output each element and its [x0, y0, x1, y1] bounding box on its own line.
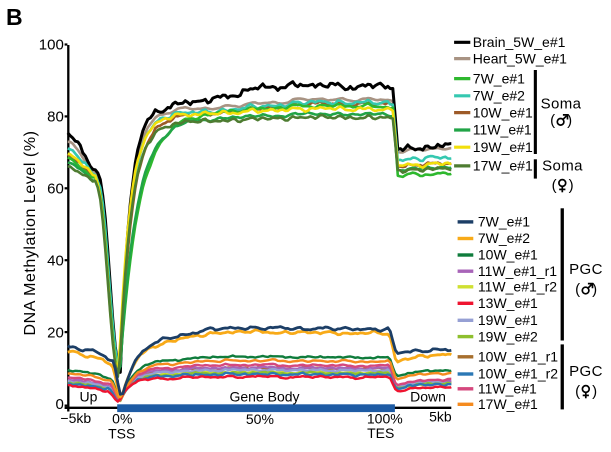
- svg-text:17W_e#1: 17W_e#1: [473, 158, 533, 174]
- svg-text:60: 60: [47, 181, 64, 198]
- svg-text:50%: 50%: [246, 411, 274, 427]
- svg-text:100: 100: [39, 37, 64, 54]
- svg-text:Brain_5W_e#1: Brain_5W_e#1: [473, 34, 566, 50]
- svg-text:11W_e#1_r1: 11W_e#1_r1: [478, 263, 557, 279]
- svg-text:17W_e#1: 17W_e#1: [478, 396, 538, 412]
- svg-text:): ): [567, 112, 572, 129]
- svg-text:): ): [569, 177, 574, 194]
- svg-text:(: (: [575, 383, 580, 400]
- svg-text:11W_e#1: 11W_e#1: [478, 381, 537, 397]
- svg-text:PGC: PGC: [569, 363, 603, 380]
- svg-text:19W_e#2: 19W_e#2: [478, 328, 538, 344]
- svg-text:0%: 0%: [112, 411, 132, 427]
- svg-text:(: (: [550, 112, 555, 129]
- svg-text:100%: 100%: [367, 411, 403, 427]
- svg-text:10W_e#1_r2: 10W_e#1_r2: [478, 366, 558, 382]
- svg-text:(: (: [552, 177, 557, 194]
- svg-text:19W_e#1: 19W_e#1: [478, 312, 538, 328]
- svg-text:40: 40: [47, 252, 64, 269]
- svg-text:10W_e#1: 10W_e#1: [473, 104, 533, 120]
- svg-text:19W_e#1: 19W_e#1: [473, 139, 533, 155]
- svg-text:Heart_5W_e#1: Heart_5W_e#1: [473, 50, 567, 66]
- svg-text:): ): [592, 383, 597, 400]
- svg-text:7W_e#1: 7W_e#1: [473, 70, 525, 86]
- svg-text:10W_e#1_r1: 10W_e#1_r1: [478, 349, 558, 365]
- svg-text:80: 80: [47, 109, 64, 126]
- svg-text:PGC: PGC: [569, 261, 603, 278]
- svg-text:20: 20: [47, 324, 64, 341]
- svg-text:7W_e#2: 7W_e#2: [478, 230, 530, 246]
- svg-text:Soma: Soma: [541, 96, 582, 113]
- svg-text:Gene Body: Gene Body: [229, 389, 299, 405]
- svg-text:Up: Up: [80, 389, 98, 405]
- svg-text:−5kb: −5kb: [60, 410, 91, 426]
- svg-text:): ): [592, 281, 597, 298]
- svg-text:11W_e#1_r2: 11W_e#1_r2: [478, 279, 557, 295]
- svg-text:0: 0: [55, 396, 63, 413]
- svg-text:TES: TES: [367, 425, 394, 441]
- svg-text:10W_e#1: 10W_e#1: [478, 247, 538, 263]
- svg-text:(: (: [575, 281, 580, 298]
- svg-text:TSS: TSS: [108, 425, 135, 441]
- svg-text:13W_e#1: 13W_e#1: [478, 295, 538, 311]
- svg-text:11W_e#1: 11W_e#1: [473, 122, 532, 138]
- svg-text:Soma: Soma: [542, 157, 583, 174]
- svg-text:7W_e#2: 7W_e#2: [473, 88, 525, 104]
- svg-text:Down: Down: [410, 389, 446, 405]
- svg-text:7W_e#1: 7W_e#1: [478, 214, 530, 230]
- svg-text:5kb: 5kb: [429, 409, 452, 425]
